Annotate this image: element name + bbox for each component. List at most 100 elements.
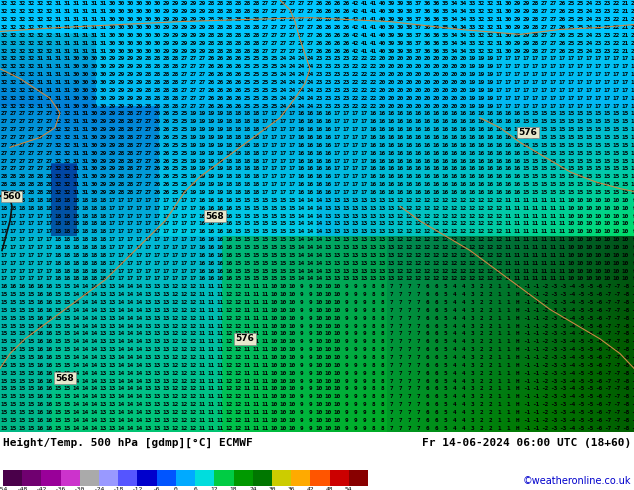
Text: 15: 15 — [262, 253, 269, 258]
Text: 16: 16 — [388, 111, 395, 117]
Text: 10: 10 — [271, 379, 278, 384]
Text: 9: 9 — [363, 284, 366, 289]
Text: 10: 10 — [568, 269, 575, 273]
Text: 27: 27 — [550, 9, 557, 14]
Text: 12: 12 — [226, 323, 233, 329]
Text: 16: 16 — [406, 127, 413, 132]
Text: 15: 15 — [568, 127, 575, 132]
Text: 16: 16 — [226, 276, 233, 281]
Text: 15: 15 — [19, 300, 26, 305]
Text: 8: 8 — [372, 387, 375, 392]
Text: 27: 27 — [262, 25, 269, 30]
Text: 10: 10 — [568, 237, 575, 242]
Text: 16: 16 — [505, 135, 512, 140]
Text: 23: 23 — [334, 96, 341, 101]
Text: 10: 10 — [595, 206, 602, 211]
Text: 17: 17 — [28, 245, 35, 250]
Text: 18: 18 — [91, 214, 98, 219]
Text: 13: 13 — [109, 402, 116, 407]
Text: 26: 26 — [343, 25, 350, 30]
Text: 15: 15 — [19, 410, 26, 415]
Text: 21: 21 — [622, 9, 629, 14]
Text: 17: 17 — [505, 56, 512, 61]
Text: 31: 31 — [37, 96, 44, 101]
Text: -4: -4 — [568, 292, 575, 297]
Text: 14: 14 — [136, 402, 143, 407]
Text: 12: 12 — [181, 418, 188, 423]
Text: -2: -2 — [541, 284, 548, 289]
Text: 14: 14 — [91, 292, 98, 297]
Text: 11: 11 — [505, 253, 512, 258]
Text: 12: 12 — [442, 229, 449, 234]
Text: 11: 11 — [523, 253, 530, 258]
Text: 15: 15 — [262, 269, 269, 273]
Text: 12: 12 — [451, 269, 458, 273]
Text: 10: 10 — [595, 253, 602, 258]
Text: 25: 25 — [262, 103, 269, 109]
Text: 9: 9 — [309, 316, 313, 321]
Text: 19: 19 — [208, 143, 215, 148]
Text: 22: 22 — [352, 80, 359, 85]
Text: 17: 17 — [604, 56, 611, 61]
Text: 15: 15 — [1, 339, 8, 344]
Text: 37: 37 — [415, 49, 422, 53]
Text: 28: 28 — [244, 25, 251, 30]
Text: -3: -3 — [550, 331, 557, 337]
Text: 15: 15 — [64, 355, 71, 360]
Text: 12: 12 — [406, 245, 413, 250]
Text: 16: 16 — [505, 151, 512, 156]
Text: 10: 10 — [334, 292, 341, 297]
Text: 16: 16 — [451, 190, 458, 195]
Text: -9: -9 — [631, 284, 634, 289]
Text: 17: 17 — [496, 88, 503, 93]
Text: -9: -9 — [631, 410, 634, 415]
Text: 10: 10 — [613, 245, 620, 250]
Text: 27: 27 — [181, 80, 188, 85]
Text: 13: 13 — [109, 371, 116, 376]
Text: 28: 28 — [19, 174, 26, 179]
Text: 15: 15 — [523, 167, 530, 172]
Text: 9: 9 — [300, 410, 303, 415]
Text: 10: 10 — [622, 229, 629, 234]
Text: 6: 6 — [435, 379, 438, 384]
Text: 15: 15 — [64, 316, 71, 321]
Text: 12: 12 — [442, 269, 449, 273]
Text: 7: 7 — [390, 418, 393, 423]
Text: 18: 18 — [100, 221, 107, 226]
Text: 31: 31 — [82, 9, 89, 14]
Text: 25: 25 — [253, 80, 260, 85]
Text: 14: 14 — [82, 426, 89, 431]
Text: 30: 30 — [505, 17, 512, 22]
Text: 18: 18 — [55, 261, 62, 266]
Text: 16: 16 — [46, 300, 53, 305]
Text: 15: 15 — [586, 167, 593, 172]
Text: 13: 13 — [325, 237, 332, 242]
Text: 31: 31 — [496, 49, 503, 53]
Text: 10: 10 — [271, 371, 278, 376]
Text: 12: 12 — [478, 253, 485, 258]
Text: 27: 27 — [46, 159, 53, 164]
Text: 27: 27 — [541, 1, 548, 6]
Text: -2: -2 — [541, 323, 548, 329]
Text: 37: 37 — [415, 33, 422, 38]
Text: -3: -3 — [559, 371, 566, 376]
Text: 27: 27 — [181, 96, 188, 101]
Text: -1: -1 — [523, 331, 530, 337]
Text: 19: 19 — [199, 151, 206, 156]
Text: 18: 18 — [91, 261, 98, 266]
Text: 32: 32 — [28, 33, 35, 38]
Text: 28: 28 — [217, 33, 224, 38]
Text: 11: 11 — [550, 221, 557, 226]
Text: 18: 18 — [28, 198, 35, 203]
Text: 16: 16 — [469, 182, 476, 187]
Text: 3: 3 — [470, 363, 474, 368]
Text: 15: 15 — [532, 143, 539, 148]
Text: 16: 16 — [415, 111, 422, 117]
Text: 17: 17 — [523, 88, 530, 93]
Text: 17: 17 — [181, 206, 188, 211]
Text: 18: 18 — [10, 206, 17, 211]
Text: 32: 32 — [46, 25, 53, 30]
Text: 5: 5 — [444, 402, 448, 407]
Text: -2: -2 — [541, 363, 548, 368]
Text: 15: 15 — [577, 135, 584, 140]
